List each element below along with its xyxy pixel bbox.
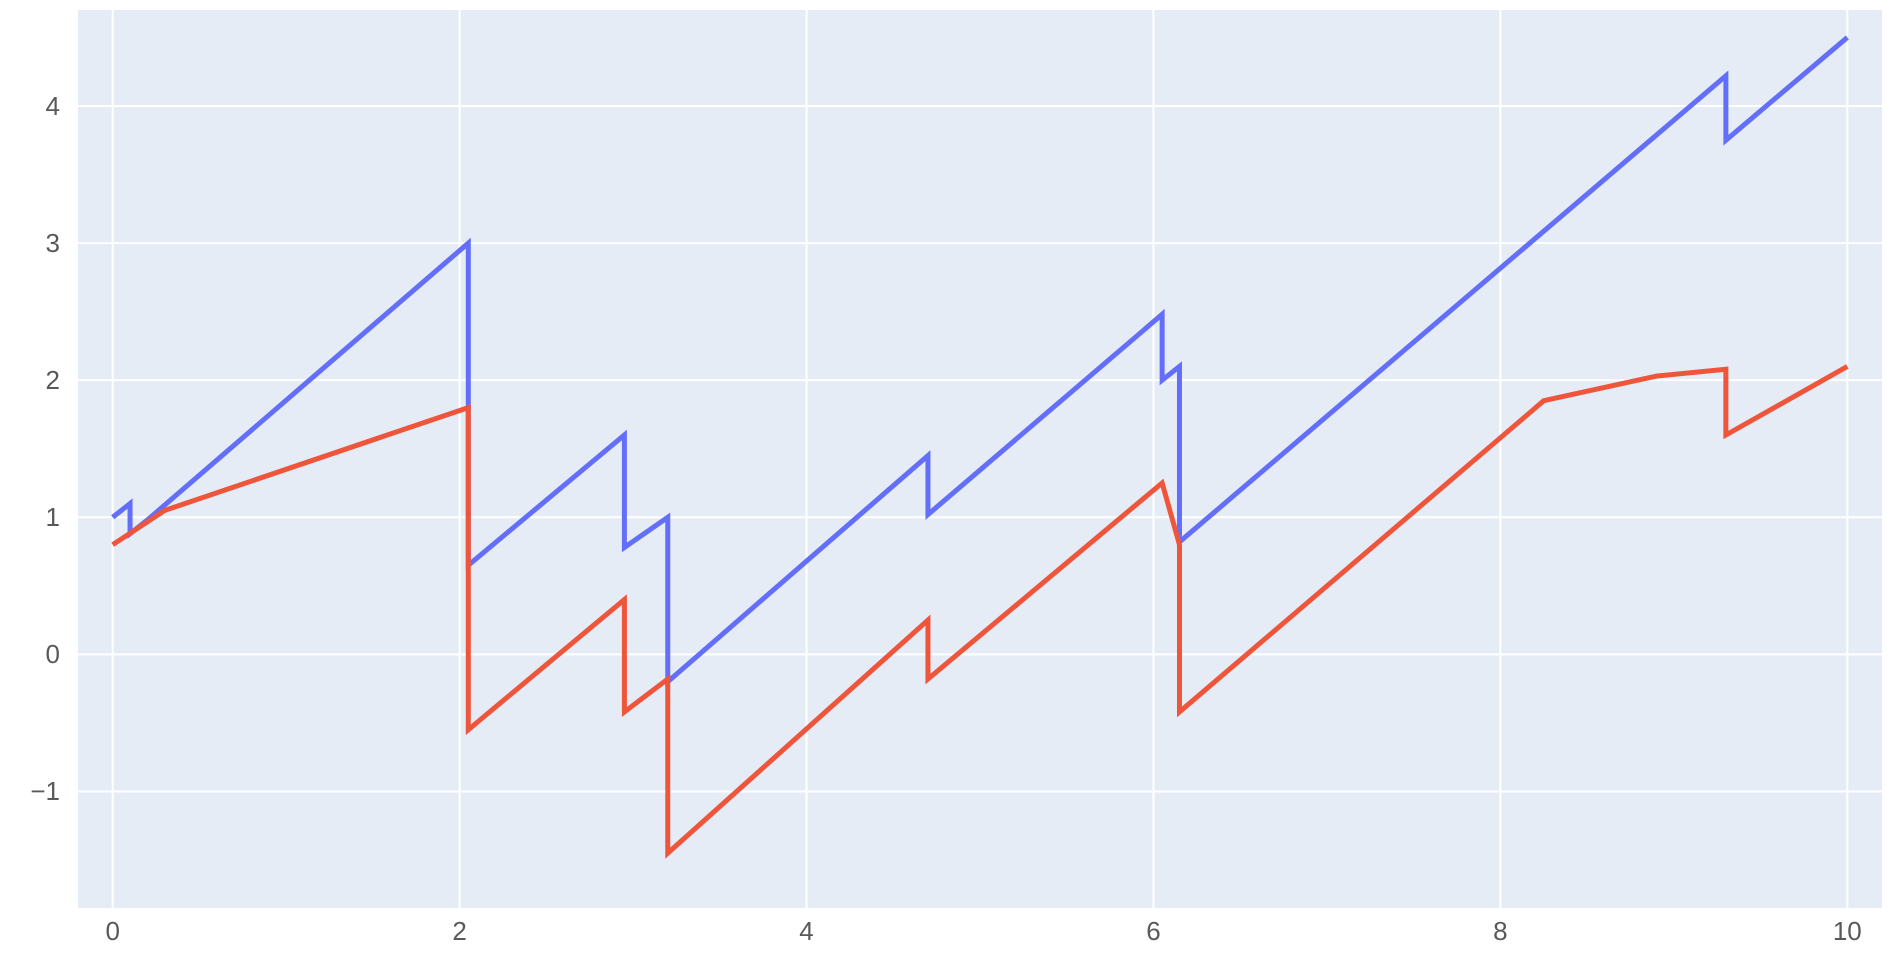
x-tick-label: 4 [799,918,813,944]
plot-svg [78,10,1882,908]
x-tick-label: 0 [105,918,119,944]
plot-area [78,10,1882,908]
series-blue [113,37,1848,681]
y-tick-label: 0 [0,641,60,667]
y-tick-label: 1 [0,504,60,530]
y-tick-label: 4 [0,93,60,119]
series-red [113,366,1848,853]
x-tick-label: 2 [452,918,466,944]
x-tick-label: 10 [1833,918,1862,944]
line-chart: 0 2 4 6 8 10 −1 0 1 2 3 4 [0,0,1892,954]
y-tick-label: −1 [0,778,60,804]
x-tick-label: 8 [1493,918,1507,944]
x-tick-label: 6 [1146,918,1160,944]
y-tick-label: 3 [0,230,60,256]
y-tick-label: 2 [0,367,60,393]
